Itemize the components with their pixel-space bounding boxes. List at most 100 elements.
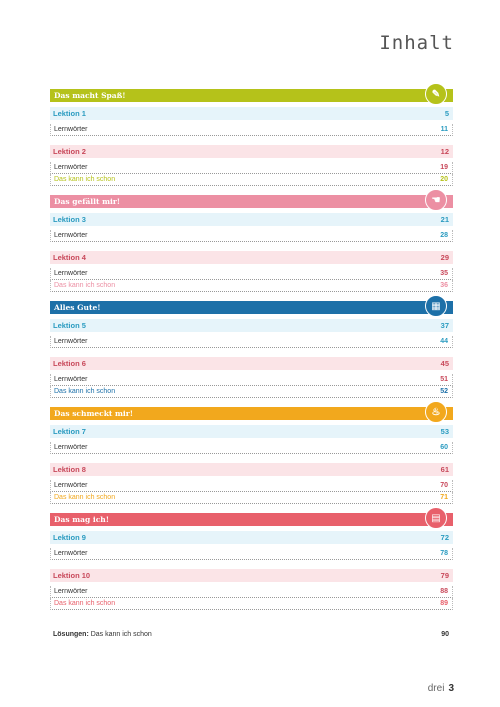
page-footer: drei 3 [428,683,454,694]
sub-entry-page: 19 [440,164,448,171]
sub-entry-label: Lernwörter [54,550,88,557]
lesson-row[interactable]: Lektion 9 72 [50,531,453,544]
lesson-label: Lektion 2 [53,147,86,156]
unit-header[interactable]: Das mag ich! ▤ [50,507,453,529]
solutions-page: 90 [441,631,449,638]
sub-entry-label: Das kann ich schon [54,388,116,395]
unit-title: Alles Gute! [54,303,101,312]
sub-entry-page: 20 [440,176,448,183]
sub-entry-page: 78 [440,550,448,557]
solutions-row[interactable]: Lösungen: Das kann ich schon 90 [50,629,453,641]
sub-entry-page: 35 [440,270,448,277]
sub-entry-label: Lernwörter [54,482,88,489]
sub-entry[interactable]: Lernwörter 51 [50,374,453,386]
lesson-page: 12 [440,147,449,156]
sub-entry[interactable]: Das kann ich schon 36 [50,280,453,292]
sub-entry[interactable]: Lernwörter 11 [50,124,453,136]
solutions-label-rest: Das kann ich schon [88,631,152,638]
sub-entry-label: Lernwörter [54,444,88,451]
sub-entry[interactable]: Lernwörter 60 [50,442,453,454]
lesson-row[interactable]: Lektion 8 61 [50,463,453,476]
lesson-label: Lektion 5 [53,321,86,330]
lesson-label: Lektion 7 [53,427,86,436]
sub-entry-page: 88 [440,588,448,595]
cup-icon: ♨ [425,401,447,423]
lesson-row[interactable]: Lektion 5 37 [50,319,453,332]
unit-title: Das mag ich! [54,515,110,524]
calendar-icon: ▦ [425,295,447,317]
lesson-row[interactable]: Lektion 7 53 [50,425,453,438]
lesson-page: 72 [440,533,449,542]
sub-entry-page: 52 [440,388,448,395]
table-of-contents: Das macht Spaß! ✎ Lektion 1 5 Lernwörter 11 Le… [50,83,453,641]
unit-title: Das macht Spaß! [54,91,126,100]
lesson-page: 61 [440,465,449,474]
lesson-label: Lektion 3 [53,215,86,224]
sub-entry-label: Das kann ich schon [54,494,116,501]
sub-entry-page: 60 [440,444,448,451]
lesson-row[interactable]: Lektion 4 29 [50,251,453,264]
lesson-label: Lektion 10 [53,571,91,580]
sub-entry-label: Lernwörter [54,126,88,133]
lesson-label: Lektion 6 [53,359,86,368]
sub-entry[interactable]: Lernwörter 44 [50,336,453,348]
sub-entry-label: Lernwörter [54,164,88,171]
sub-entry-label: Lernwörter [54,338,88,345]
lesson-page: 29 [440,253,449,262]
lesson-page: 37 [440,321,449,330]
lesson-row[interactable]: Lektion 1 5 [50,107,453,120]
solutions-label-bold: Lösungen: [53,631,89,638]
lesson-row[interactable]: Lektion 2 12 [50,145,453,158]
lesson-page: 79 [440,571,449,580]
sub-entry[interactable]: Lernwörter 70 [50,480,453,492]
sub-entry[interactable]: Lernwörter 35 [50,268,453,280]
sub-entry-label: Das kann ich schon [54,176,116,183]
sub-entry-label: Lernwörter [54,270,88,277]
unit-header[interactable]: Das schmeckt mir! ♨ [50,401,453,423]
sub-entry-page: 28 [440,232,448,239]
lesson-page: 21 [440,215,449,224]
sub-entry[interactable]: Lernwörter 88 [50,586,453,598]
lesson-page: 5 [444,109,449,118]
sub-entry[interactable]: Das kann ich schon 20 [50,174,453,186]
sub-entry-page: 70 [440,482,448,489]
sub-entry-label: Lernwörter [54,588,88,595]
solutions-label: Lösungen: Das kann ich schon [53,629,152,641]
sub-entry-label: Das kann ich schon [54,600,116,607]
unit-header[interactable]: Das gefällt mir! ☚ [50,189,453,211]
lesson-page: 53 [440,427,449,436]
sub-entry-page: 44 [440,338,448,345]
unit-title: Das schmeckt mir! [54,409,134,418]
sub-entry-label: Lernwörter [54,376,88,383]
unit-header[interactable]: Alles Gute! ▦ [50,295,453,317]
lesson-label: Lektion 8 [53,465,86,474]
lesson-row[interactable]: Lektion 6 45 [50,357,453,370]
lesson-page: 45 [440,359,449,368]
sub-entry[interactable]: Das kann ich schon 71 [50,492,453,504]
sub-entry-page: 11 [440,126,448,133]
lesson-label: Lektion 1 [53,109,86,118]
footer-word: drei [427,683,445,694]
book-icon: ▤ [425,507,447,529]
pencil-icon: ✎ [425,83,447,105]
sub-entry-label: Das kann ich schon [54,282,116,289]
unit-title: Das gefällt mir! [54,197,121,206]
sub-entry[interactable]: Lernwörter 28 [50,230,453,242]
hand-icon: ☚ [425,189,447,211]
lesson-row[interactable]: Lektion 3 21 [50,213,453,226]
lesson-label: Lektion 4 [53,253,86,262]
lesson-row[interactable]: Lektion 10 79 [50,569,453,582]
unit-header[interactable]: Das macht Spaß! ✎ [50,83,453,105]
sub-entry[interactable]: Das kann ich schon 52 [50,386,453,398]
sub-entry-page: 36 [440,282,448,289]
page-title: Inhalt [379,32,454,54]
footer-page-number: 3 [448,683,454,694]
sub-entry[interactable]: Das kann ich schon 89 [50,598,453,610]
sub-entry-label: Lernwörter [54,232,88,239]
sub-entry-page: 51 [440,376,448,383]
sub-entry[interactable]: Lernwörter 78 [50,548,453,560]
sub-entry[interactable]: Lernwörter 19 [50,162,453,174]
sub-entry-page: 71 [440,494,448,501]
lesson-label: Lektion 9 [53,533,86,542]
sub-entry-page: 89 [440,600,448,607]
